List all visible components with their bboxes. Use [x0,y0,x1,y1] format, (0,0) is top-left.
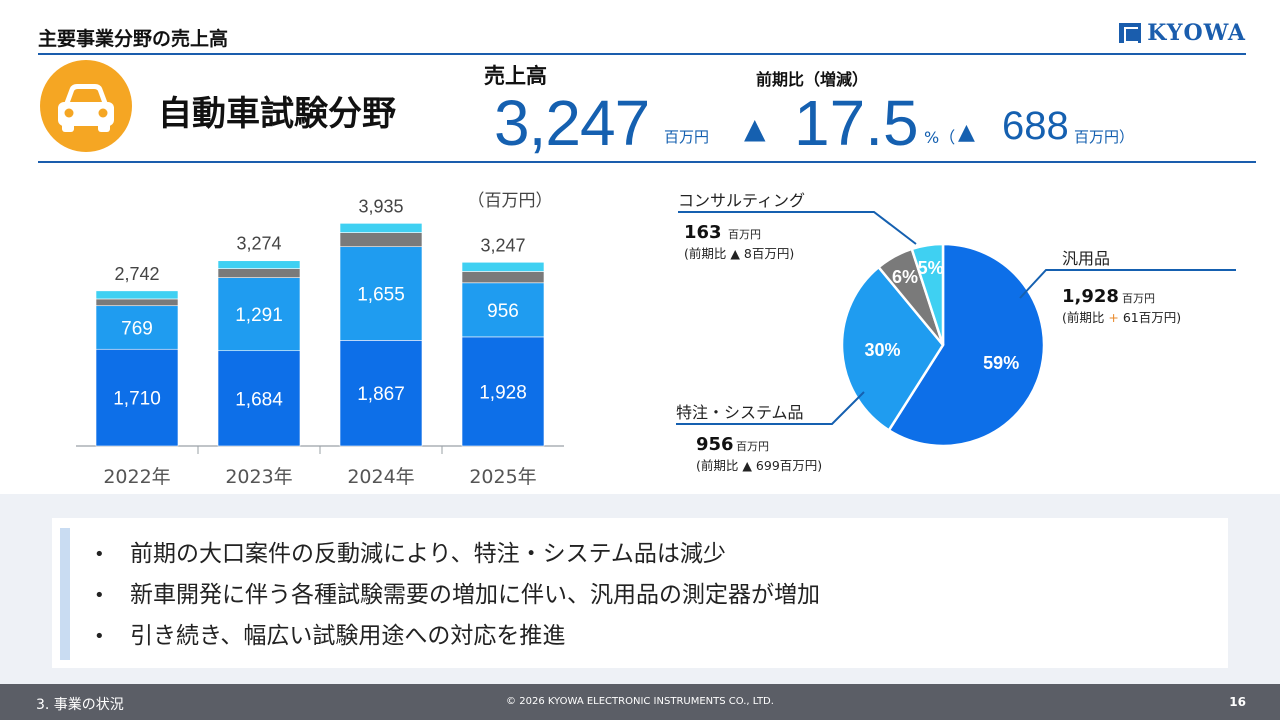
bar-segment [461,261,545,272]
bar-segment [339,246,423,341]
bar-value-label: 1,867 [357,384,405,405]
bar-total-label: 3,247 [480,235,525,255]
callout-leader-line [676,391,865,425]
bar-total-label: 3,935 [358,196,403,216]
callout-leader-line [678,211,917,245]
bar-value-label: 1,710 [113,389,161,410]
callout-unit: 百万円 [1122,292,1155,305]
x-tick-label: 2024年 [347,466,414,488]
footer-copyright: © 2026 KYOWA ELECTRONIC INSTRUMENTS CO.,… [506,696,774,707]
bullet-text: 新車開発に伴う各種試験需要の増加に伴い、汎用品の測定器が増加 [130,582,820,608]
footer: 3. 事業の状況 © 2026 KYOWA ELECTRONIC INSTRUM… [0,684,1280,720]
unit-label: （百万円） [468,191,553,211]
callout-title: 特注・システム品 [676,403,804,422]
callout-change: (前期比 + 61百万円) [1062,310,1181,325]
callout-leader-line [1019,269,1236,299]
yoy-percent-value: 17.5 [794,87,919,159]
bullet-marker: • [94,585,105,606]
callout-amount: 1,928 [1062,286,1119,307]
callout-change: (前期比 ▲ 8百万円) [684,246,794,261]
sales-label: 売上高 [484,64,547,88]
summary-accent-bar [60,528,70,660]
callout-title: コンサルティング [678,191,805,210]
header-divider [38,53,1246,55]
bar-segment [217,260,301,269]
sales-bar-chart: 1,710 769 2,742 2022年 1,684 1,291 3,274 2023年 1,… [76,191,564,488]
sales-unit: 百万円 [664,128,710,146]
bar-value-label: 1,928 [479,382,527,403]
bar-value-label: 1,291 [235,305,283,326]
bar-segment [95,305,179,350]
bullet-marker: • [94,626,105,647]
bar-value-label: 956 [487,301,519,322]
yoy-label: 前期比（増減） [756,70,869,89]
bullet-text: 前期の大口案件の反動減により、特注・システム品は減少 [130,541,726,567]
bar-value-label: 1,684 [235,389,283,410]
pie-percent-label: 5% [918,258,944,278]
bar-segment [95,298,179,307]
logo-text: KYOWA [1147,20,1246,46]
callout-amount: 163 [684,222,722,243]
bar-segment [95,290,179,300]
kpi-divider [38,161,1256,163]
bar-total-label: 3,274 [236,234,281,254]
callout-amount: 956 [696,434,734,455]
company-logo: KYOWA [1119,20,1246,46]
x-tick-label: 2022年 [103,466,170,488]
segment-title: 自動車試験分野 [158,94,396,134]
callout-change-sign: + [1108,310,1118,325]
bar-value-label: 769 [121,318,153,339]
summary-box [52,518,1228,668]
callout-title: 汎用品 [1062,249,1110,268]
sales-mix-pie-chart: 59% 30% 6% 5% コンサルティング 163 百万円 (前期比 ▲ 8百万円) 汎用品 1… [676,191,1236,473]
footer-section-title: 3. 事業の状況 [36,697,124,713]
bullet-item: • 新車開発に伴う各種試験需要の増加に伴い、汎用品の測定器が増加 [94,575,820,616]
callout-change: (前期比 ▲ 699百万円) [696,458,822,473]
car-icon [40,60,132,152]
pie-slice [910,242,945,346]
bar-segment [217,277,301,352]
pie-percent-label: 59% [983,353,1019,373]
bullet-item: • 引き続き、幅広い試験用途への対応を推進 [94,616,820,657]
callout-unit: 百万円 [728,228,761,241]
bar-value-label: 1,655 [357,285,405,306]
bullet-item: • 前期の大口案件の反動減により、特注・システム品は減少 [94,534,820,575]
pie-slice [840,265,945,433]
page-number: 16 [1229,695,1246,709]
pie-percent-label: 6% [892,267,918,287]
bar-segment [339,232,423,248]
page-title: 主要事業分野の売上高 [38,28,229,50]
yoy-percent-unit: %（ [924,128,956,147]
bar-total-label: 2,742 [114,264,159,284]
summary-bullets: • 前期の大口案件の反動減により、特注・システム品は減少 • 新車開発に伴う各種試験… [94,534,820,657]
yoy-amount-unit: 百万円） [1074,128,1135,146]
bar-segment [339,223,423,233]
callout-change-suffix: 61百万円) [1119,310,1181,325]
callout-change-prefix: (前期比 [1062,310,1108,325]
pie-percent-label: 30% [865,340,901,360]
bullet-text: 引き続き、幅広い試験用途への対応を推進 [130,623,566,649]
bullet-marker: • [94,544,105,565]
bar-segment [461,336,545,447]
callout-unit: 百万円 [736,440,769,453]
yoy-amount-value: 688 [1002,104,1069,148]
logo-mark-icon [1119,23,1142,43]
bar-segment [217,268,301,278]
pie-slice [887,242,1046,448]
x-tick-label: 2025年 [469,466,536,488]
increase-triangle-icon: ▲ [744,112,766,145]
bar-segment [461,271,545,284]
x-tick-label: 2023年 [225,466,292,488]
bar-segment [461,282,545,338]
bar-segment [217,350,301,447]
sales-value: 3,247 [494,87,650,159]
increase-triangle-icon: ▲ [958,120,975,145]
